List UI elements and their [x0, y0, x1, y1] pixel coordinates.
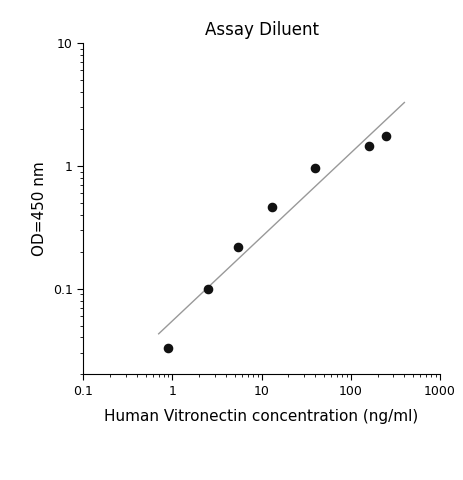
Point [312, 164, 319, 171]
X-axis label: Human Vitronectin concentration (ng/ml): Human Vitronectin concentration (ng/ml) [105, 409, 419, 424]
Point [235, 243, 242, 251]
Point [268, 204, 275, 211]
Point [382, 132, 390, 140]
Title: Assay Diluent: Assay Diluent [205, 21, 319, 39]
Point [165, 344, 172, 351]
Point [204, 285, 212, 292]
Point [365, 142, 373, 150]
Y-axis label: OD=450 nm: OD=450 nm [32, 161, 48, 256]
